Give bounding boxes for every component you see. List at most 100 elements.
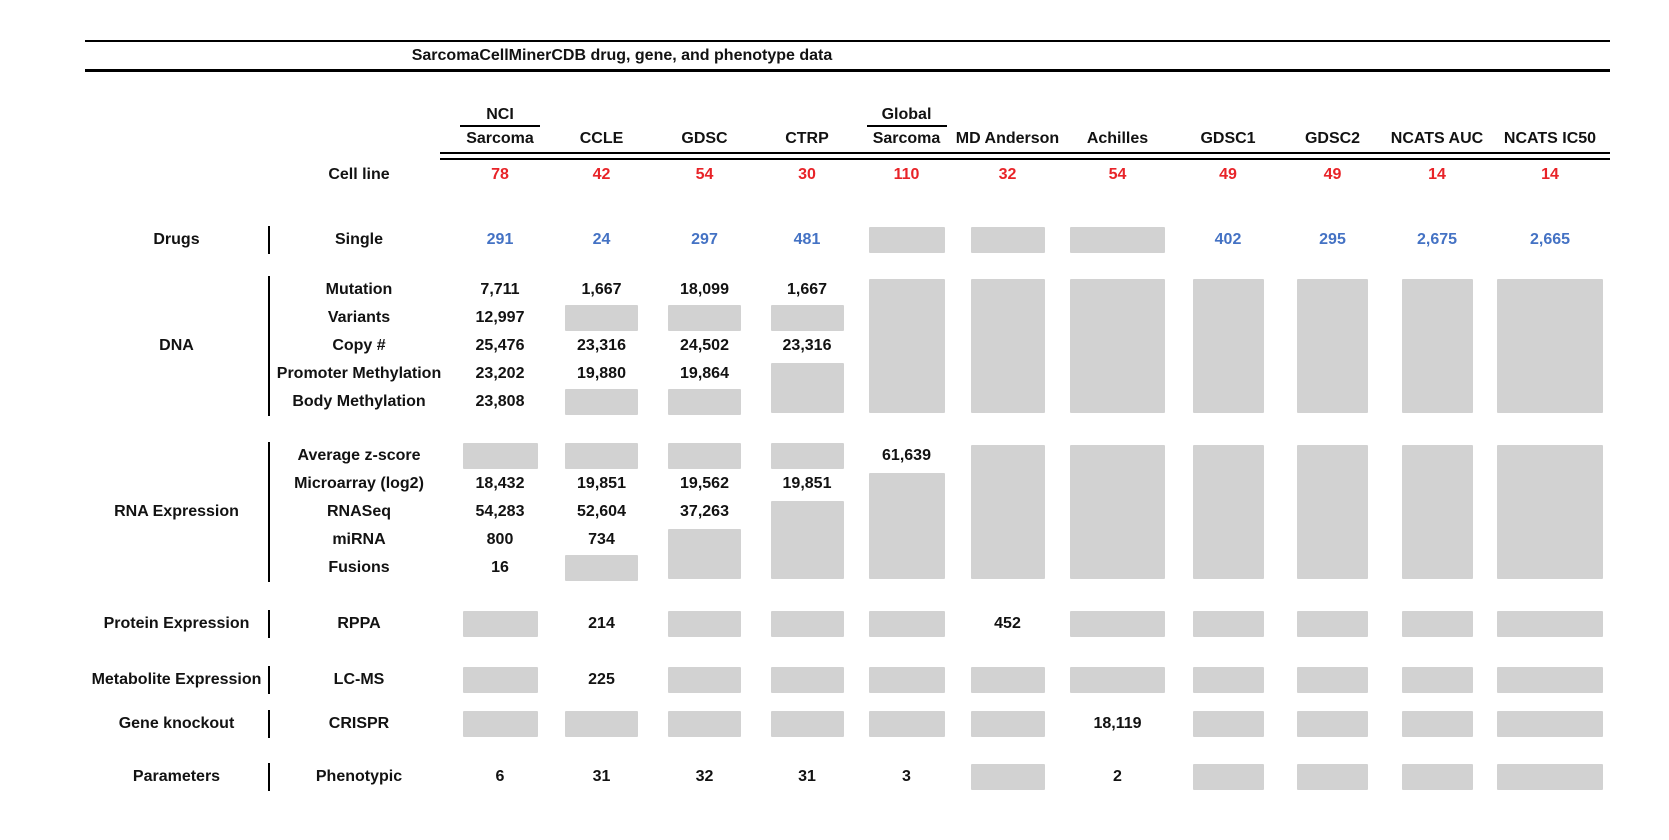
cell-line-count: 49: [1219, 166, 1237, 183]
data-cell: 295: [1281, 226, 1384, 254]
cell-line-count: 54: [695, 166, 714, 183]
cell-line-count: 14: [1428, 166, 1446, 183]
data-cell: [756, 610, 858, 638]
data-cell: [1175, 763, 1281, 791]
data-value: 295: [1319, 231, 1346, 248]
section-divider: [268, 763, 270, 791]
section-group-label: DNA: [159, 337, 194, 354]
row-label: Microarray (log2): [294, 475, 424, 492]
section-group-label: Parameters: [132, 768, 221, 785]
data-cell: [450, 666, 550, 694]
column-header-label: NCATS AUC: [1390, 130, 1484, 147]
section-divider: [268, 710, 270, 738]
data-value: 452: [994, 615, 1021, 632]
data-value: 2,665: [1529, 231, 1571, 248]
data-cell: 734: [550, 526, 653, 554]
row-label: miRNA: [332, 531, 386, 548]
data-value: 18,119: [1093, 715, 1142, 732]
column-header: NCI Sarcoma: [450, 102, 550, 148]
data-cell: [450, 710, 550, 738]
data-cell: [1175, 666, 1281, 694]
data-cell: [1175, 710, 1281, 738]
no-data-box: [770, 711, 844, 737]
no-data-box: [970, 764, 1045, 790]
data-cell: [858, 666, 955, 694]
section-group-label: Metabolite Expression: [91, 671, 262, 688]
no-data-box: [1497, 764, 1603, 790]
data-value: 6: [495, 768, 505, 785]
data-value: 225: [588, 671, 615, 688]
data-cell: 214: [550, 610, 653, 638]
data-cell: 19,851: [756, 470, 858, 498]
no-data-box: [1192, 611, 1264, 637]
no-data-box: [668, 305, 741, 331]
data-value: 12,997: [475, 309, 525, 326]
section-parameters: Parameters Phenotypic 6 31 32 31 3 2: [85, 763, 1610, 791]
data-cell: [550, 304, 653, 332]
data-cell: 23,316: [756, 332, 858, 360]
data-cell: [1175, 276, 1281, 416]
cell-line-count: 110: [893, 166, 920, 183]
column-header-label: GDSC: [681, 130, 728, 147]
data-cell: 23,316: [550, 332, 653, 360]
no-data-box: [565, 711, 638, 737]
section-divider: [268, 666, 270, 694]
column-header: GDSC2: [1281, 102, 1384, 148]
data-cell: 12,997: [450, 304, 550, 332]
data-cell: [653, 710, 756, 738]
no-data-box: [668, 389, 741, 415]
column-header: MD Anderson: [955, 102, 1060, 148]
figure: SarcomaCellMinerCDB drug, gene, and phen…: [85, 40, 1610, 791]
data-cell: [955, 276, 1060, 416]
row-label: Fusions: [328, 559, 390, 576]
no-data-box: [1401, 279, 1473, 413]
data-cell: 452: [955, 610, 1060, 638]
row-label: Mutation: [325, 281, 393, 298]
data-cell: 24,502: [653, 332, 756, 360]
data-value: 31: [798, 768, 816, 785]
data-value: 19,562: [680, 475, 729, 492]
no-data-box: [868, 611, 945, 637]
section-group-label: Protein Expression: [103, 615, 250, 632]
data-cell: [1384, 710, 1490, 738]
data-cell: 18,119: [1060, 710, 1175, 738]
data-cell: 24: [550, 226, 653, 254]
data-cell: 2,665: [1490, 226, 1610, 254]
section-divider: [268, 442, 270, 582]
data-cell: [1175, 442, 1281, 582]
data-cell: [1490, 666, 1610, 694]
column-header: Achilles: [1060, 102, 1175, 148]
no-data-box: [1401, 667, 1473, 693]
data-value: 25,476: [475, 337, 525, 354]
no-data-box: [770, 363, 844, 413]
no-data-box: [868, 711, 945, 737]
no-data-box: [1497, 611, 1603, 637]
data-value: 32: [695, 768, 714, 785]
section-metabolite-expression: Metabolite Expression LC-MS 225: [85, 666, 1610, 694]
data-cell: 23,808: [450, 388, 550, 416]
data-cell: 19,880: [550, 360, 653, 388]
row-label: CRISPR: [328, 715, 390, 732]
data-value: 19,864: [680, 365, 729, 382]
no-data-box: [868, 279, 945, 413]
section-gene-knockout: Gene knockout CRISPR 18,119: [85, 710, 1610, 738]
no-data-box: [1192, 279, 1264, 413]
data-value: 402: [1214, 231, 1242, 248]
no-data-box: [1497, 445, 1603, 579]
no-data-box: [668, 529, 741, 579]
data-cell: [1060, 276, 1175, 416]
data-value: 24,502: [680, 337, 729, 354]
data-cell: 2,675: [1384, 226, 1490, 254]
data-cell: [1060, 610, 1175, 638]
row-label: Phenotypic: [315, 768, 403, 785]
data-value: 291: [486, 231, 514, 248]
section-group-label: RNA Expression: [114, 503, 239, 520]
section-rna-expression: RNA Expression Average z-score 61,639 Micro…: [85, 442, 1610, 582]
data-cell: [1281, 763, 1384, 791]
data-cell: [1060, 666, 1175, 694]
no-data-box: [1192, 667, 1264, 693]
cell-line-count: 78: [491, 166, 509, 183]
row-label: Average z-score: [297, 447, 421, 464]
data-cell: [955, 763, 1060, 791]
data-cell: [653, 388, 756, 416]
